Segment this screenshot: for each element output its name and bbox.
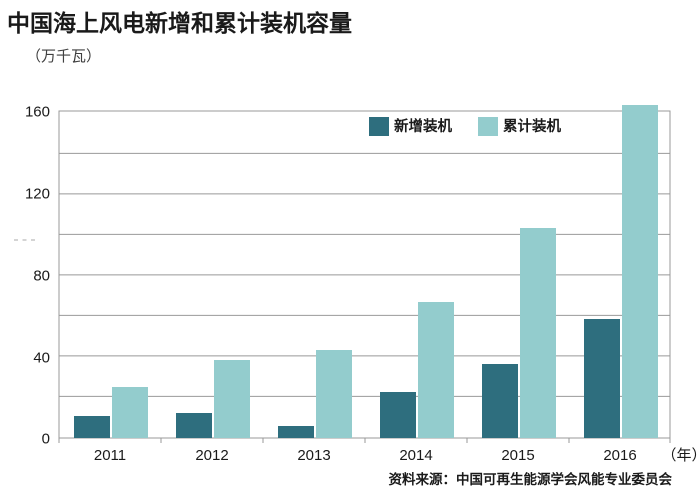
svg-text:累计装机: 累计装机 bbox=[503, 117, 561, 135]
svg-text:2013: 2013 bbox=[297, 447, 330, 464]
svg-text:2014: 2014 bbox=[399, 447, 432, 464]
svg-text:2016: 2016 bbox=[603, 447, 636, 464]
svg-text:80: 80 bbox=[33, 268, 50, 285]
svg-text:120: 120 bbox=[25, 186, 50, 203]
svg-text:2015: 2015 bbox=[501, 447, 534, 464]
svg-text:2011: 2011 bbox=[94, 447, 126, 464]
svg-text:（年）: （年） bbox=[661, 447, 699, 464]
svg-text:160: 160 bbox=[25, 104, 50, 121]
svg-text:0: 0 bbox=[42, 431, 50, 448]
svg-text:40: 40 bbox=[33, 350, 50, 367]
svg-text:新增装机: 新增装机 bbox=[394, 117, 452, 135]
svg-text:2012: 2012 bbox=[195, 447, 228, 464]
